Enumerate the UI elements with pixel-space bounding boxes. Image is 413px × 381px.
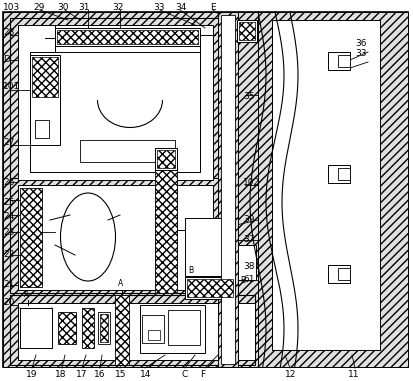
Bar [257,12,407,367]
Text: 19: 19 [26,370,38,379]
Bar [337,55,349,67]
Text: 18: 18 [55,370,66,379]
Text: 23: 23 [3,228,14,237]
Bar [55,28,199,46]
Text: 17: 17 [76,370,87,379]
Text: E: E [209,3,215,12]
Text: 29: 29 [33,3,44,12]
Text: 37: 37 [242,235,254,244]
Text: F: F [199,370,204,379]
Text: C: C [182,370,188,379]
Text: 35: 35 [242,92,254,101]
Bar [142,315,164,343]
Text: 15: 15 [115,370,126,379]
Text: 32: 32 [112,3,123,12]
Text: B: B [240,276,244,285]
Bar [236,20,256,42]
Bar [327,265,349,283]
Bar [3,12,257,367]
Bar [337,268,349,280]
Text: 25: 25 [3,198,14,207]
Text: 61: 61 [242,275,254,284]
Bar [271,20,379,350]
Bar [327,52,349,70]
Text: A: A [24,290,29,299]
Text: 38: 38 [242,262,254,271]
Bar [57,30,197,44]
Bar [140,305,204,353]
Bar [115,295,129,365]
Text: 103: 103 [3,3,20,12]
Bar [58,312,76,344]
Text: A: A [118,279,123,288]
Bar [10,295,254,365]
Bar [10,18,219,183]
Bar [18,303,254,360]
Bar [168,310,199,345]
Bar [30,55,60,145]
Bar [35,120,49,138]
Text: 21: 21 [3,280,14,289]
Text: 33: 33 [153,3,164,12]
Text: 102: 102 [242,178,259,187]
Text: 24: 24 [3,212,14,221]
Bar [187,279,233,297]
Text: 30: 30 [57,3,68,12]
Bar [221,15,235,364]
Bar [154,155,177,293]
Bar [82,308,94,348]
Bar [18,25,212,180]
Bar [154,148,177,170]
Text: 26: 26 [3,178,14,187]
Bar [327,165,349,183]
Bar [10,178,219,293]
Text: B: B [188,266,192,275]
Bar [157,150,175,168]
Bar [32,57,58,97]
Bar [100,314,108,342]
Text: 28: 28 [3,28,14,37]
Bar [238,22,254,40]
Text: 12: 12 [284,370,296,379]
Text: 14: 14 [140,370,151,379]
Text: 20: 20 [3,298,14,307]
Bar [80,140,175,162]
Bar [237,245,255,280]
Text: 34: 34 [175,3,186,12]
Text: 39: 39 [242,215,254,224]
Bar [20,308,52,348]
Bar [30,52,199,172]
Bar [20,188,42,287]
Text: 22: 22 [3,250,14,259]
Text: 16: 16 [94,370,105,379]
Bar [147,330,159,340]
Bar [154,188,177,287]
Bar [185,218,235,276]
Text: 27: 27 [3,138,14,147]
Bar [337,168,349,180]
Bar [18,185,212,290]
Text: 36: 36 [354,39,366,48]
Text: 33: 33 [354,49,366,58]
Bar [218,12,237,367]
Text: 31: 31 [78,3,89,12]
Bar [98,312,110,344]
Text: 101: 101 [3,82,20,91]
Text: 11: 11 [347,370,358,379]
Text: D: D [3,55,10,64]
Bar [185,277,235,299]
